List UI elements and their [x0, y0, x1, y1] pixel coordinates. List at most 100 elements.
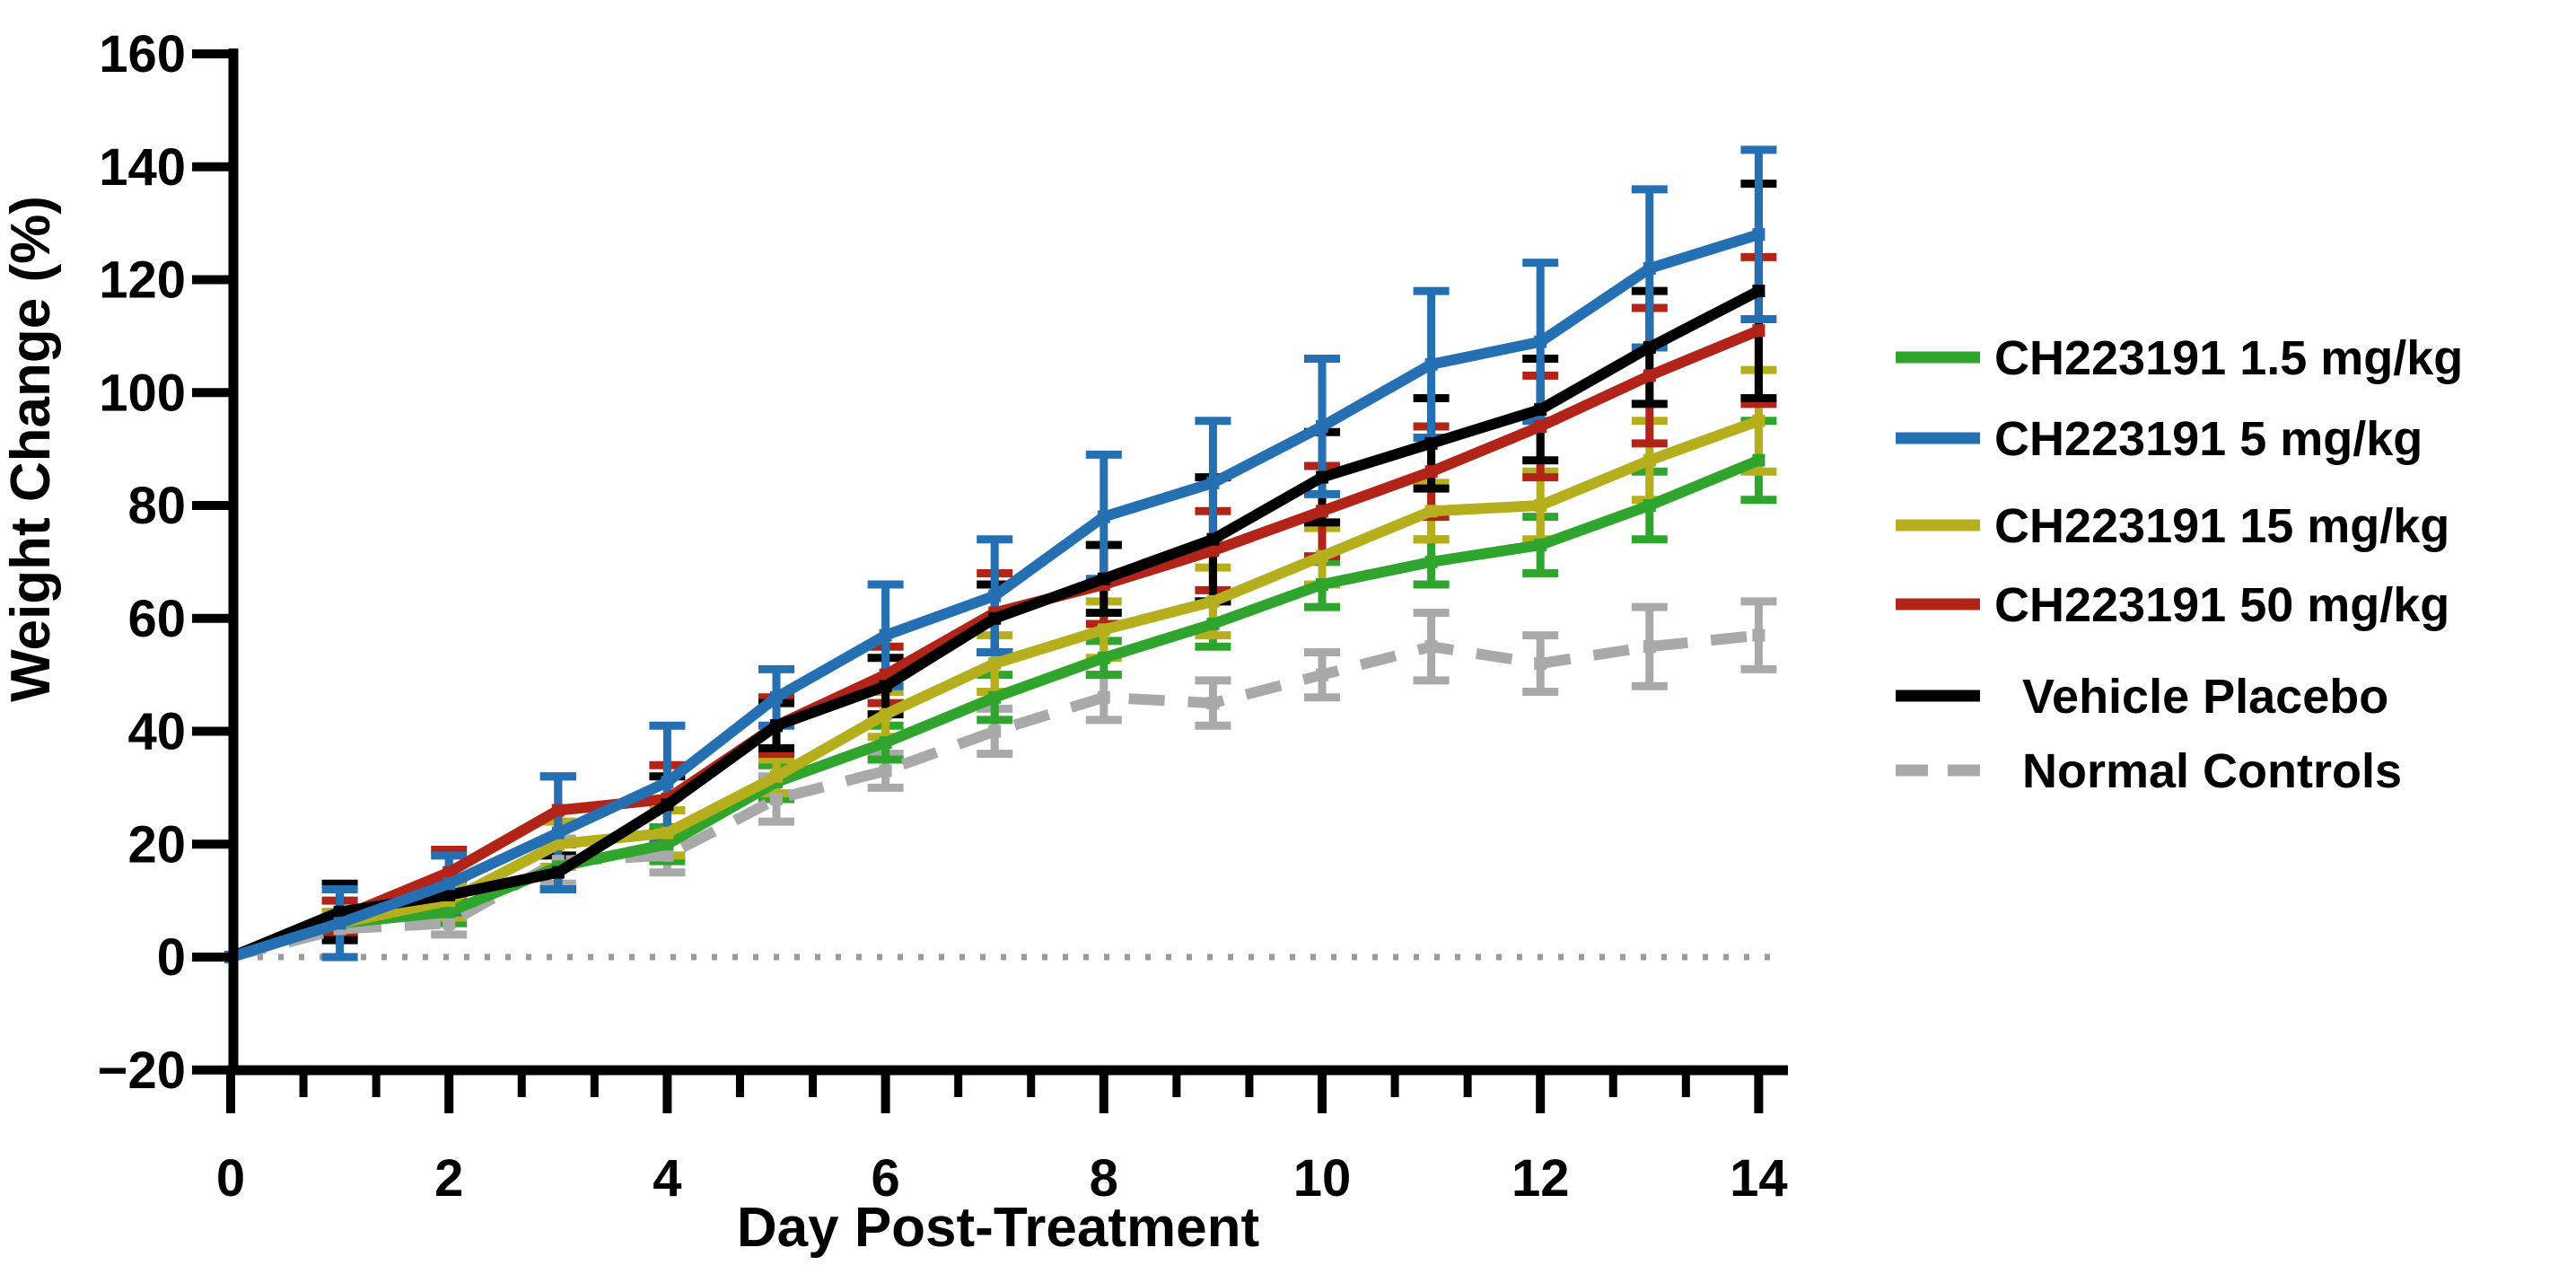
data-point-marker — [770, 769, 783, 783]
x-tick-label: 8 — [1090, 1149, 1118, 1208]
data-point-marker — [879, 764, 892, 778]
data-point-marker — [442, 865, 456, 879]
y-tick-label: 80 — [127, 477, 186, 535]
data-point-marker — [1316, 668, 1328, 681]
y-tick-label: 160 — [99, 25, 186, 83]
data-point-marker — [333, 905, 346, 918]
legend-item: Normal Controls — [1896, 744, 2402, 798]
error-bars-6 — [321, 597, 1777, 945]
y-tick-label: 20 — [127, 815, 186, 874]
data-point-marker — [442, 888, 456, 901]
legend: CH223191 1.5 mg/kg CH223191 5 mg/kg CH2231… — [1896, 331, 2463, 798]
data-point-marker — [1206, 532, 1220, 546]
data-point-marker — [988, 690, 1002, 704]
axes-layer: 160 140 120 100 80 60 40 20 0 −20 0 2 4 6 8 10 12 14 — [98, 25, 1788, 1208]
x-tick-label: 10 — [1293, 1149, 1352, 1208]
legend-label: CH223191 1.5 mg/kg — [1994, 331, 2463, 385]
data-point-marker — [1424, 465, 1438, 479]
data-point-marker — [1424, 357, 1438, 371]
data-point-marker — [661, 848, 674, 862]
data-point-marker — [442, 877, 456, 891]
legend-item: CH223191 5 mg/kg — [1896, 412, 2423, 466]
data-point-marker — [988, 589, 1002, 602]
data-point-marker — [1643, 261, 1656, 275]
data-point-marker — [661, 826, 674, 839]
data-point-marker — [1097, 651, 1110, 664]
y-tick-label: 0 — [157, 928, 186, 987]
data-point-marker — [1097, 510, 1110, 523]
data-point-marker — [1424, 555, 1438, 568]
data-point-marker — [879, 707, 892, 721]
data-point-marker — [1534, 499, 1547, 512]
data-point-marker — [1206, 544, 1220, 558]
data-point-marker — [879, 628, 892, 642]
legend-item: CH223191 50 mg/kg — [1896, 578, 2449, 632]
x-axis-title: Day Post-Treatment — [737, 1197, 1259, 1259]
data-point-marker — [1206, 594, 1220, 608]
data-point-marker — [1643, 640, 1656, 654]
y-tick-label: −20 — [98, 1041, 186, 1100]
data-point-marker — [661, 838, 674, 851]
data-point-marker — [1752, 285, 1766, 298]
data-point-marker — [1752, 414, 1766, 427]
data-point-marker — [1534, 419, 1547, 433]
x-tick-label: 4 — [653, 1149, 681, 1208]
data-point-marker — [1643, 369, 1656, 382]
x-tick-label: 6 — [871, 1149, 899, 1208]
y-axis-title: Weight Change (%) — [0, 196, 62, 702]
legend-label: Vehicle Placebo — [2022, 670, 2388, 724]
data-point-marker — [1752, 324, 1766, 338]
data-point-marker — [988, 725, 1002, 738]
data-point-marker — [1424, 436, 1438, 450]
x-tick-label: 12 — [1511, 1149, 1570, 1208]
y-tick-label: 120 — [99, 251, 186, 310]
data-point-marker — [1643, 499, 1656, 512]
legend-label: CH223191 15 mg/kg — [1994, 499, 2449, 553]
data-point-marker — [988, 657, 1002, 671]
y-tick-label: 140 — [99, 138, 186, 197]
legend-item: CH223191 15 mg/kg — [1896, 499, 2449, 553]
data-point-marker — [661, 776, 674, 789]
data-point-marker — [988, 611, 1002, 625]
data-point-marker — [1316, 419, 1328, 433]
data-point-marker — [551, 826, 565, 839]
data-point-marker — [1424, 640, 1438, 654]
x-tick-label: 0 — [216, 1149, 245, 1208]
data-point-marker — [1206, 476, 1220, 489]
data-point-marker — [442, 905, 456, 918]
data-point-marker — [1316, 578, 1328, 592]
data-point-marker — [879, 736, 892, 750]
legend-item: CH223191 1.5 mg/kg — [1896, 331, 2463, 385]
data-point-marker — [1316, 505, 1328, 518]
data-point-marker — [1534, 539, 1547, 552]
data-point-marker — [551, 838, 565, 851]
data-point-marker — [1097, 623, 1110, 637]
y-tick-label: 100 — [99, 364, 186, 422]
data-point-marker — [1534, 657, 1547, 671]
data-point-marker — [442, 917, 456, 930]
data-point-marker — [1097, 690, 1110, 704]
data-point-marker — [1534, 403, 1547, 417]
data-point-marker — [551, 804, 565, 817]
series-5 — [224, 285, 1766, 963]
data-point-marker — [1752, 453, 1766, 467]
data-point-marker — [1097, 572, 1110, 585]
legend-label: CH223191 5 mg/kg — [1994, 412, 2423, 466]
data-point-marker — [1316, 549, 1328, 563]
data-point-marker — [770, 690, 783, 704]
data-point-marker — [1206, 618, 1220, 631]
data-point-marker — [333, 917, 346, 930]
legend-item: Vehicle Placebo — [1896, 670, 2388, 724]
data-point-marker — [1206, 697, 1220, 710]
x-tick-label: 14 — [1730, 1149, 1788, 1208]
data-point-marker — [1424, 505, 1438, 518]
data-point-marker — [1316, 470, 1328, 484]
data-point-marker — [770, 792, 783, 805]
legend-label: CH223191 50 mg/kg — [1994, 578, 2449, 632]
data-point-marker — [1534, 335, 1547, 348]
data-point-marker — [1643, 340, 1656, 354]
legend-label: Normal Controls — [2022, 744, 2402, 798]
x-tick-label: 2 — [434, 1149, 463, 1208]
